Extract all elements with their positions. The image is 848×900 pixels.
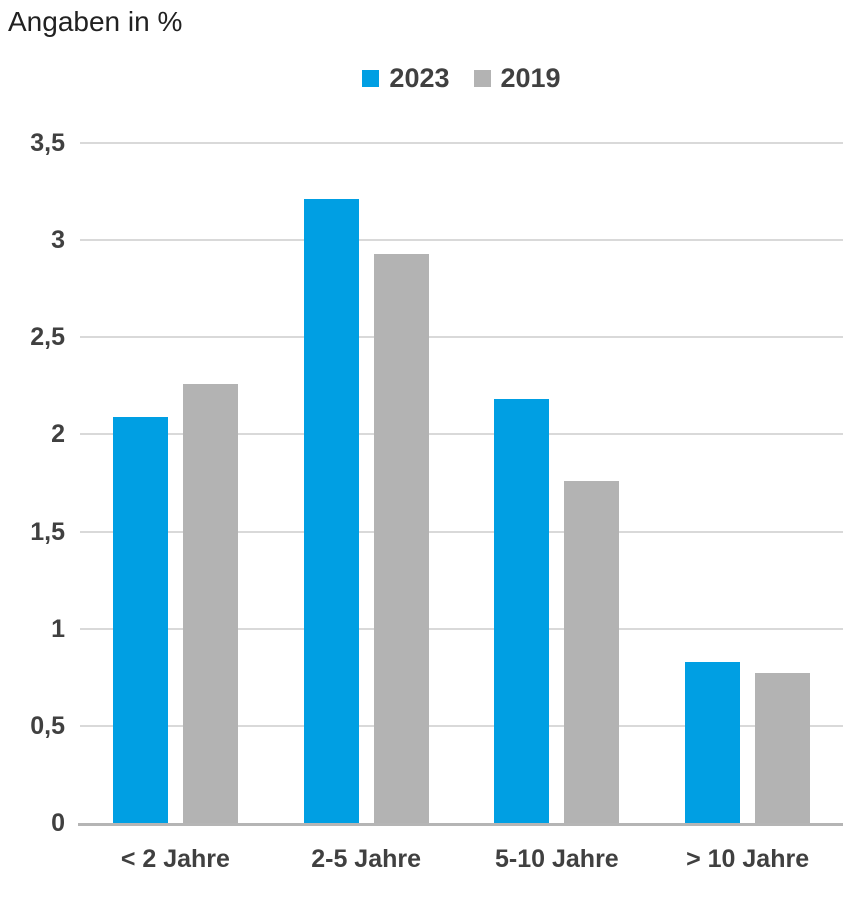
y-tick-label-2: 2 — [51, 420, 65, 449]
gridline-3 — [80, 239, 843, 242]
bar-2019-group1 — [182, 383, 238, 823]
legend-label-2023: 2023 — [389, 63, 450, 93]
legend-label-2019: 2019 — [500, 63, 561, 93]
gridline-1,5 — [80, 530, 843, 533]
bar-group-3 — [462, 143, 653, 823]
y-tick-label-1: 1 — [51, 614, 65, 643]
legend-item-2019: 2019 — [473, 62, 561, 94]
bar-2023-group4 — [685, 661, 741, 823]
chart-title: Angaben in % — [8, 6, 183, 37]
x-axis-labels: < 2 Jahre 2-5 Jahre 5-10 Jahre > 10 Jahre — [80, 841, 843, 877]
legend-swatch-2019 — [473, 69, 491, 87]
y-tick-label-2,5: 2,5 — [30, 323, 65, 352]
x-axis-label-3: 5-10 Jahre — [495, 845, 619, 873]
bar-2023-group1 — [112, 416, 168, 823]
legend: 2023 2019 — [80, 62, 843, 94]
x-axis-label-2: 2-5 Jahre — [311, 845, 422, 873]
legend-swatch-2023 — [362, 69, 380, 87]
bar-group-2 — [271, 143, 462, 823]
x-axis-line — [78, 823, 843, 826]
bar-2019-group4 — [755, 673, 811, 823]
bar-group-1 — [80, 143, 271, 823]
y-tick-label-0: 0 — [51, 809, 65, 837]
plot-area — [78, 142, 843, 826]
gridline-2,5 — [80, 336, 843, 339]
y-tick-label-3: 3 — [51, 226, 65, 255]
y-axis: 0 0,5 1 1,5 2 2,5 3 3,5 — [0, 129, 65, 837]
bar-groups — [80, 143, 843, 823]
legend-item-2023: 2023 — [362, 62, 450, 94]
bar-group-4 — [652, 143, 843, 823]
bar-2023-group3 — [494, 399, 550, 823]
gridline-2 — [80, 433, 843, 436]
gridline-1 — [80, 627, 843, 630]
x-axis-label-1: < 2 Jahre — [120, 845, 230, 873]
gridline-3,5 — [80, 142, 843, 144]
y-tick-label-0,5: 0,5 — [30, 711, 65, 740]
bar-2019-group2 — [373, 253, 429, 823]
y-tick-label-1,5: 1,5 — [30, 517, 65, 546]
bar-2023-group2 — [303, 199, 359, 823]
x-axis-label-4: > 10 Jahre — [686, 845, 810, 873]
gridline-0,5 — [80, 724, 843, 727]
y-tick-label-3,5: 3,5 — [30, 129, 65, 157]
bar-2019-group3 — [564, 481, 620, 823]
